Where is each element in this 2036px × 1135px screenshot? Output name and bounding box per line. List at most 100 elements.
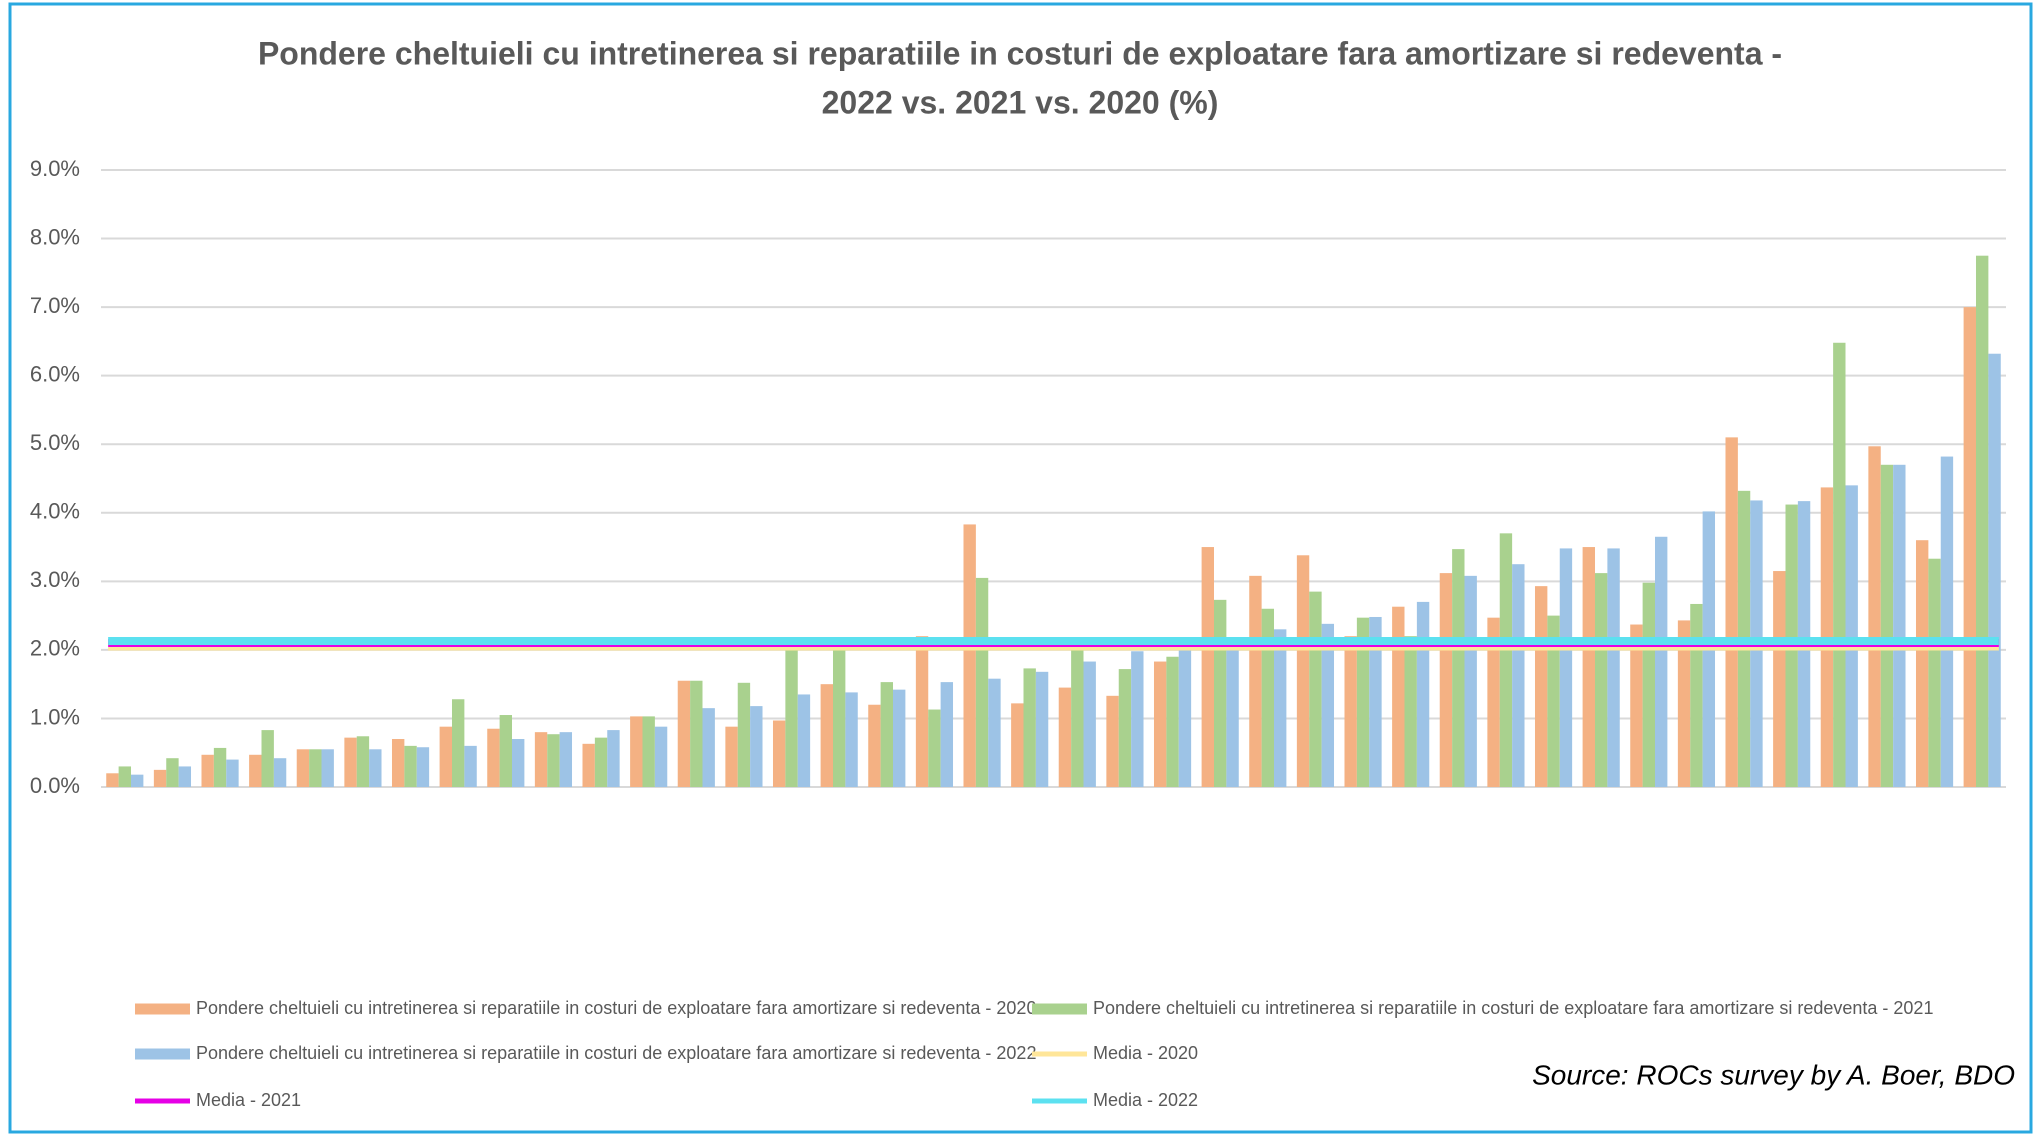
bar <box>1439 573 1453 787</box>
bar <box>1344 636 1357 787</box>
bar <box>1725 437 1738 787</box>
bar <box>131 774 144 787</box>
bar <box>690 680 703 787</box>
bar <box>1642 582 1656 787</box>
y-tick-label: 1.0% <box>30 704 80 729</box>
bar <box>1534 586 1548 787</box>
y-tick-label: 9.0% <box>30 156 80 181</box>
bar <box>1274 629 1287 787</box>
bar <box>1404 636 1417 787</box>
legend-label: Pondere cheltuieli cu intretinerea si re… <box>196 1043 1036 1063</box>
bar <box>1321 623 1335 787</box>
legend-swatch <box>1032 1003 1087 1015</box>
bar <box>106 773 119 787</box>
bar <box>309 749 322 787</box>
y-tick-label: 0.0% <box>30 773 80 798</box>
bar <box>261 730 274 787</box>
bar <box>1975 255 1989 787</box>
y-tick-label: 2.0% <box>30 636 80 661</box>
bar <box>1868 446 1881 787</box>
y-tick-label: 3.0% <box>30 567 80 592</box>
bar <box>344 737 357 787</box>
bar <box>893 689 906 787</box>
bar <box>607 730 620 787</box>
bar <box>1058 687 1072 787</box>
bar <box>1011 703 1024 787</box>
bar <box>1928 558 1941 787</box>
bar <box>213 747 227 787</box>
bar <box>1464 575 1477 787</box>
bar <box>1201 547 1214 787</box>
legend-label: Media - 2021 <box>196 1090 301 1110</box>
bar <box>737 682 751 787</box>
bar <box>1833 342 1846 787</box>
bar <box>654 726 668 787</box>
bar <box>356 736 370 787</box>
bar <box>391 739 405 787</box>
bar <box>1356 617 1370 787</box>
bar <box>1131 651 1144 787</box>
bar <box>1499 533 1513 787</box>
bar <box>153 769 167 787</box>
bar <box>1630 624 1643 787</box>
bar <box>1392 606 1405 787</box>
bar <box>1547 615 1560 787</box>
bar <box>988 678 1001 787</box>
bar <box>1296 555 1310 787</box>
bar <box>1249 575 1262 787</box>
bar <box>845 692 858 787</box>
bar <box>642 716 655 787</box>
bar <box>1915 540 1929 787</box>
bar <box>1893 464 1906 787</box>
bar <box>832 649 846 787</box>
frame <box>8 2 2033 1134</box>
bar <box>797 694 811 787</box>
bar <box>1452 549 1465 787</box>
bar <box>1309 591 1322 787</box>
bar <box>785 649 798 787</box>
bar <box>1963 307 1976 787</box>
bar <box>512 739 525 787</box>
bar <box>487 728 500 787</box>
bar <box>1988 353 2001 787</box>
bar <box>1559 548 1573 787</box>
bar <box>273 758 287 787</box>
bar <box>321 749 334 787</box>
bar <box>1690 603 1703 787</box>
bar <box>464 745 477 787</box>
bar <box>201 754 214 787</box>
bar <box>249 754 262 787</box>
y-tick-label: 7.0% <box>30 293 80 318</box>
bar <box>1773 571 1786 787</box>
bar <box>1512 564 1525 787</box>
bar <box>369 749 382 787</box>
bar <box>1023 668 1036 787</box>
chart-title: 2022 vs. 2021 vs. 2020 (%) <box>822 84 1219 120</box>
bar <box>1655 536 1668 787</box>
bar <box>1416 601 1430 787</box>
bar <box>1178 649 1192 787</box>
bar <box>868 704 881 787</box>
legend-swatch <box>1032 1098 1087 1104</box>
bar <box>975 577 989 787</box>
y-tick-label: 4.0% <box>30 499 80 524</box>
bar <box>1677 620 1691 787</box>
bar <box>820 684 833 787</box>
legend-swatch <box>135 1098 190 1104</box>
bar <box>772 720 786 787</box>
legend-swatch <box>1032 1051 1087 1057</box>
bar <box>630 716 643 787</box>
bar <box>1118 669 1132 787</box>
bar <box>1153 661 1167 787</box>
bar <box>416 747 430 787</box>
legend-label: Pondere cheltuieli cu intretinerea si re… <box>196 998 1036 1018</box>
bar <box>1035 671 1049 787</box>
legend-label: Media - 2020 <box>1093 1043 1198 1063</box>
bar <box>439 726 452 787</box>
bar <box>582 743 595 787</box>
bar <box>534 732 548 787</box>
bar <box>1213 599 1227 787</box>
bar <box>1261 608 1275 787</box>
